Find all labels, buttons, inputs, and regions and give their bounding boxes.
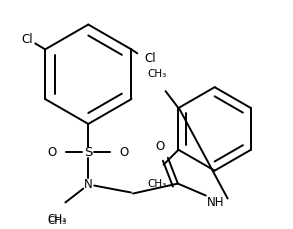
Text: O: O bbox=[120, 146, 129, 158]
Text: O: O bbox=[155, 140, 165, 153]
Text: O: O bbox=[48, 146, 57, 158]
Text: CH₃: CH₃ bbox=[147, 178, 166, 188]
Text: S: S bbox=[84, 146, 93, 158]
Text: N: N bbox=[84, 177, 93, 190]
Text: CH₃: CH₃ bbox=[48, 213, 67, 224]
Text: Cl: Cl bbox=[144, 52, 156, 65]
Text: Cl: Cl bbox=[21, 33, 33, 46]
Text: CH₃: CH₃ bbox=[48, 215, 67, 225]
Text: CH₃: CH₃ bbox=[147, 69, 166, 79]
Text: NH: NH bbox=[207, 195, 224, 208]
